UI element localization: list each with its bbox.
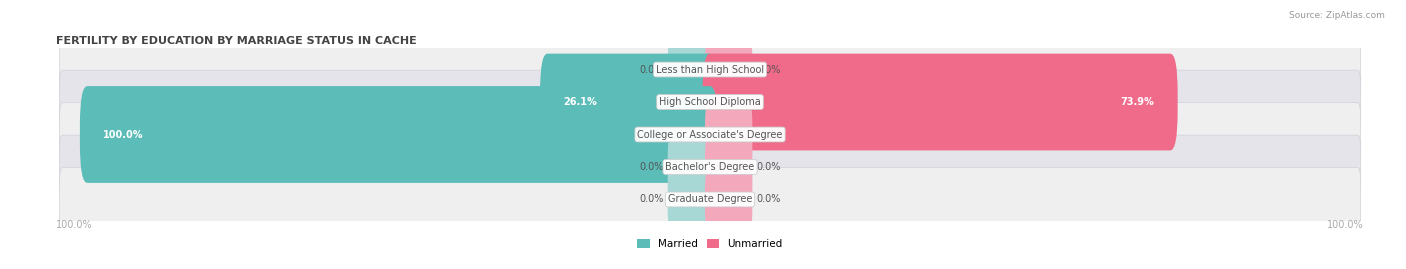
FancyBboxPatch shape xyxy=(668,164,716,235)
Text: 0.0%: 0.0% xyxy=(638,162,664,172)
Text: Graduate Degree: Graduate Degree xyxy=(668,194,752,204)
Text: 0.0%: 0.0% xyxy=(756,65,782,75)
Text: College or Associate's Degree: College or Associate's Degree xyxy=(637,129,783,140)
Legend: Married, Unmarried: Married, Unmarried xyxy=(633,235,787,253)
Text: 0.0%: 0.0% xyxy=(756,162,782,172)
Text: 0.0%: 0.0% xyxy=(638,65,664,75)
FancyBboxPatch shape xyxy=(59,103,1361,166)
Text: High School Diploma: High School Diploma xyxy=(659,97,761,107)
Text: Source: ZipAtlas.com: Source: ZipAtlas.com xyxy=(1289,11,1385,20)
FancyBboxPatch shape xyxy=(704,99,752,170)
Text: 26.1%: 26.1% xyxy=(562,97,596,107)
FancyBboxPatch shape xyxy=(59,38,1361,101)
FancyBboxPatch shape xyxy=(704,164,752,235)
FancyBboxPatch shape xyxy=(704,34,752,105)
FancyBboxPatch shape xyxy=(59,168,1361,231)
Text: 73.9%: 73.9% xyxy=(1121,97,1154,107)
FancyBboxPatch shape xyxy=(540,54,717,150)
FancyBboxPatch shape xyxy=(668,132,716,202)
Text: 0.0%: 0.0% xyxy=(756,129,782,140)
Text: Bachelor's Degree: Bachelor's Degree xyxy=(665,162,755,172)
FancyBboxPatch shape xyxy=(59,135,1361,199)
FancyBboxPatch shape xyxy=(59,70,1361,134)
FancyBboxPatch shape xyxy=(703,54,1178,150)
Text: Less than High School: Less than High School xyxy=(657,65,763,75)
Text: 100.0%: 100.0% xyxy=(103,129,143,140)
Text: 100.0%: 100.0% xyxy=(1327,220,1364,230)
Text: 100.0%: 100.0% xyxy=(56,220,93,230)
Text: 0.0%: 0.0% xyxy=(638,194,664,204)
Text: 0.0%: 0.0% xyxy=(756,194,782,204)
FancyBboxPatch shape xyxy=(704,132,752,202)
Text: FERTILITY BY EDUCATION BY MARRIAGE STATUS IN CACHE: FERTILITY BY EDUCATION BY MARRIAGE STATU… xyxy=(56,36,418,46)
FancyBboxPatch shape xyxy=(668,34,716,105)
FancyBboxPatch shape xyxy=(80,86,717,183)
